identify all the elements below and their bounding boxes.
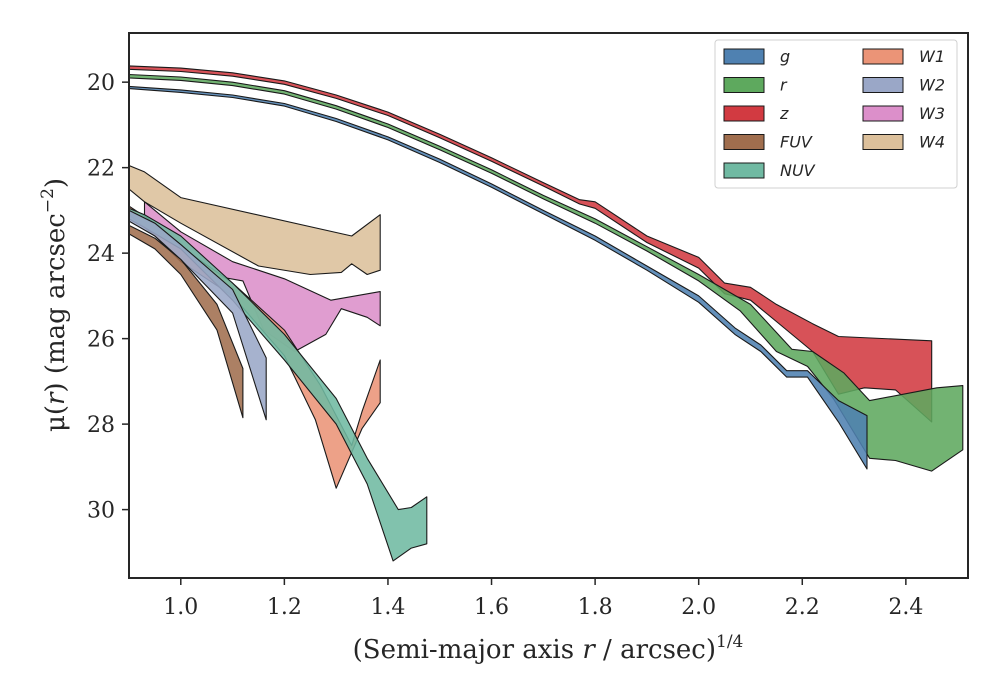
y-tick-label: 28: [87, 413, 115, 438]
legend-swatch-w3: [862, 105, 904, 122]
band-areas: [129, 65, 964, 562]
x-tick-label: 2.4: [888, 595, 923, 620]
y-axis-title-post: ): [41, 178, 71, 188]
legend-label-r: r: [780, 76, 788, 95]
x-axis-title: (Semi-major axis r / arcsec)1/4: [353, 632, 744, 665]
legend-label-w2: W2: [919, 76, 945, 95]
y-axis-title: μ(r) (mag arcsec−2): [38, 178, 71, 432]
x-tick-label: 2.2: [785, 595, 820, 620]
legend-swatch-w2: [862, 77, 904, 93]
y-axis-title-pre: μ(: [41, 405, 71, 432]
band-w4: [129, 164, 381, 276]
x-axis-title-sup: 1/4: [716, 632, 743, 652]
legend-swatch-w4: [862, 134, 904, 150]
legend-swatch-r: [723, 77, 765, 93]
x-tick-label: 1.6: [474, 595, 509, 620]
x-tick-label: 1.4: [370, 595, 405, 620]
x-axis-title-var: r: [582, 635, 596, 665]
x-tick-label: 2.0: [681, 595, 716, 620]
band-w2: [129, 209, 267, 421]
legend-label-w3: W3: [919, 104, 945, 123]
y-axis-title-var: r: [41, 391, 71, 405]
y-axis-title-mid: ) (mag arcsec: [41, 213, 71, 392]
band-g: [129, 85, 868, 470]
plot-frame: [128, 32, 969, 579]
legend-swatch-w1: [862, 48, 904, 65]
legend-label-z: z: [779, 104, 789, 123]
x-tick-label: 1.8: [578, 595, 613, 620]
y-tick-label: 24: [87, 242, 115, 267]
legend-label-nuv: NUV: [780, 161, 816, 180]
legend-swatch-z: [723, 105, 765, 122]
legend-label-g: g: [780, 47, 790, 66]
x-axis-title-mid: / arcsec): [595, 635, 716, 665]
legend-swatch-fuv: [723, 134, 765, 150]
x-tick-label: 1.0: [163, 595, 198, 620]
y-axis-title-sup: −2: [38, 188, 58, 213]
y-tick-label: 26: [87, 328, 115, 353]
legend-swatch-nuv: [723, 162, 765, 179]
band-r: [129, 73, 964, 472]
x-axis-title-pre: (Semi-major axis: [353, 635, 583, 665]
legend-label-w1: W1: [919, 47, 945, 66]
legend-swatch-g: [723, 48, 765, 65]
band-fuv: [129, 224, 244, 419]
x-axis-ticks: 1.0 1.2 1.4 1.6 1.8 2.0 2.2 2.4: [163, 578, 923, 620]
y-tick-label: 30: [87, 499, 115, 524]
y-tick-label: 20: [87, 71, 115, 96]
x-tick-label: 1.2: [267, 595, 302, 620]
y-axis-ticks: 20 22 24 26 28 30: [87, 71, 129, 524]
y-tick-label: 22: [87, 157, 115, 182]
legend-label-w4: W4: [919, 133, 945, 152]
legend-label-fuv: FUV: [780, 133, 813, 152]
legend: grz FUV NUV W1 W2 W3 W4: [714, 39, 958, 189]
